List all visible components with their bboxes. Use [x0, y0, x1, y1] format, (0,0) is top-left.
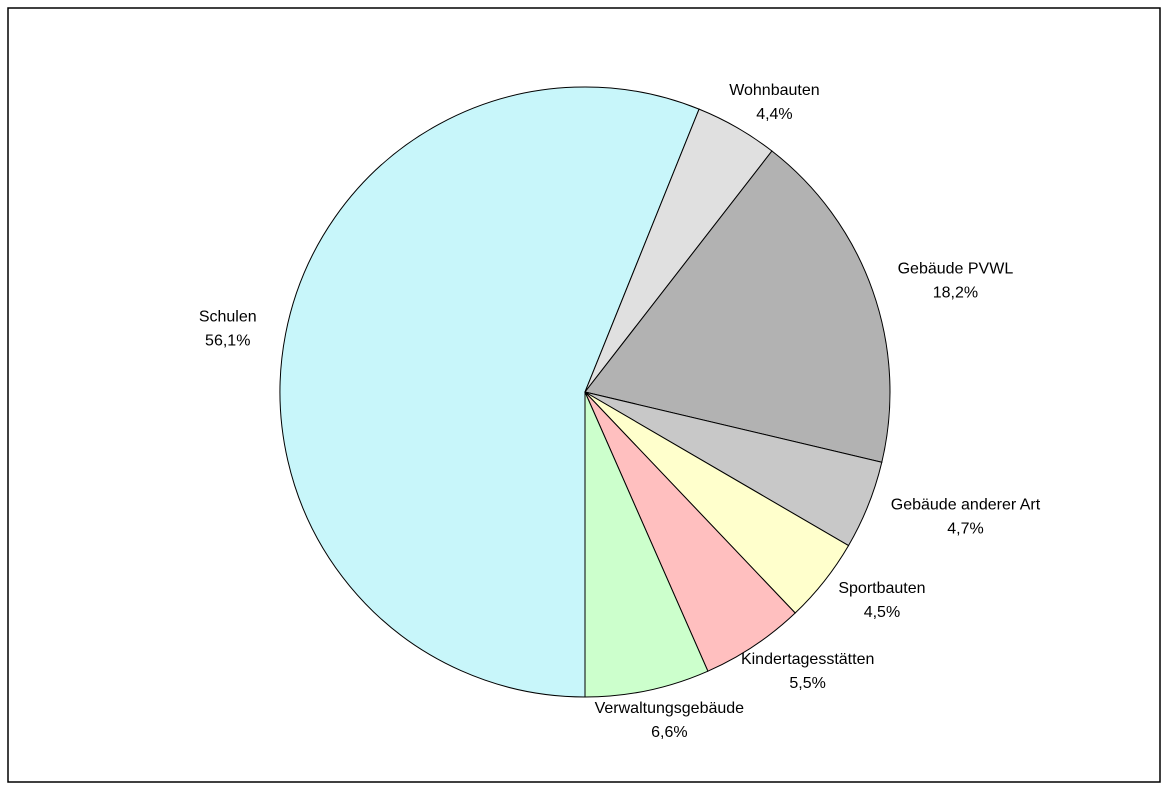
- slice-value-label: 56,1%: [205, 332, 250, 349]
- slice-value-label: 4,4%: [756, 106, 792, 123]
- slice-label: Gebäude PVWL: [898, 261, 1014, 278]
- slice-value-label: 5,5%: [789, 675, 825, 692]
- pie-slice: [279, 86, 700, 698]
- slice-label: Verwaltungsgebäude: [595, 700, 745, 717]
- slice-value-label: 18,2%: [933, 285, 978, 302]
- pie-slice: [584, 150, 891, 463]
- slice-label: Kindertagesstätten: [741, 651, 874, 668]
- slice-label: Gebäude anderer Art: [891, 497, 1041, 514]
- slice-value-label: 4,7%: [947, 521, 983, 538]
- pie-slice: [584, 391, 709, 698]
- slice-value-label: 6,6%: [651, 724, 687, 741]
- slice-label: Wohnbauten: [729, 82, 819, 99]
- slice-label: Sportbauten: [838, 580, 925, 597]
- slice-value-label: 4,5%: [864, 604, 900, 621]
- slice-label: Schulen: [199, 308, 257, 325]
